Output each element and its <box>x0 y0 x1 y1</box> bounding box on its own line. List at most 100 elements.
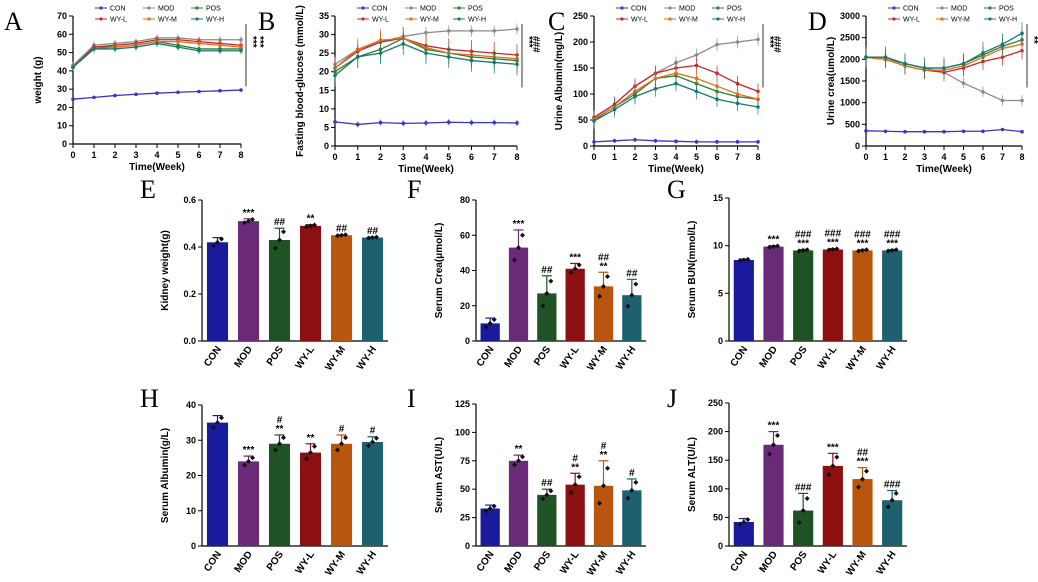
data-point <box>343 232 348 238</box>
bar <box>537 494 557 546</box>
bar <box>593 286 614 341</box>
data-point <box>277 441 282 447</box>
data-point <box>735 40 740 44</box>
category-label: POS <box>265 344 286 368</box>
data-point <box>834 246 840 252</box>
panel-label: H <box>140 384 159 413</box>
bar <box>361 442 384 546</box>
data-point <box>197 48 201 53</box>
category-label: WY-M <box>323 344 348 373</box>
sig-label: *** <box>857 457 869 468</box>
legend-entry: WY-H <box>999 17 1017 24</box>
sig-label: ### <box>824 229 841 240</box>
bar <box>237 461 260 546</box>
data-point <box>333 73 337 78</box>
legend-entry: WY-M <box>679 17 698 24</box>
legend-marker <box>620 17 624 21</box>
y-tick-label: 20 <box>460 301 470 311</box>
data-point <box>961 129 966 134</box>
data-point <box>653 87 658 91</box>
data-point <box>492 29 497 33</box>
category-label: WY-L <box>558 549 581 576</box>
x-tick-label: 1 <box>883 152 888 162</box>
bar-group-WY-M: ***### WY-M <box>844 229 873 373</box>
sig-label: ## <box>336 224 348 235</box>
data-point <box>239 48 243 53</box>
y-tick-label: 200 <box>708 427 723 437</box>
bar <box>565 484 585 546</box>
legend-marker <box>668 6 672 10</box>
data-point <box>572 482 578 488</box>
bar-group-WY-H: # WY-H <box>614 468 642 577</box>
data-point <box>903 61 907 66</box>
data-point <box>487 506 493 512</box>
y-tick-label: 5 <box>718 288 723 298</box>
data-point <box>219 236 224 242</box>
data-point <box>771 442 776 448</box>
y-axis-label: Serum Crea(μmol/L) <box>434 223 445 319</box>
sig-label: # <box>370 426 376 437</box>
bar-group-POS: ## POS <box>265 217 291 368</box>
category-label: WY-H <box>875 344 899 372</box>
y-tick-label: 15 <box>713 193 723 203</box>
sig-label: *** <box>513 219 525 230</box>
panel-label: G <box>667 175 686 204</box>
series-WY-H <box>71 39 243 71</box>
bar-group-CON: CON <box>475 503 500 574</box>
sig-label: *** <box>569 252 581 263</box>
data-point <box>889 247 895 253</box>
data-point <box>176 45 180 49</box>
bar-chart-F: F 0 20 40 60 80 Serum Crea(μmol/L) CON *** MOD ## P… <box>407 175 646 373</box>
legend-entry: WY-H <box>468 17 486 24</box>
sig-label: ## <box>857 448 869 459</box>
sig-label: ** <box>571 462 579 473</box>
series-CON <box>71 88 243 101</box>
data-point <box>312 222 317 228</box>
data-point <box>544 290 550 296</box>
x-tick-label: 6 <box>714 152 719 162</box>
y-tick-label: 0 <box>855 141 860 151</box>
data-point <box>218 48 222 53</box>
y-tick-label: 1000 <box>840 98 860 108</box>
category-label: POS <box>788 344 809 368</box>
x-tick-label: 0 <box>70 150 75 160</box>
data-point <box>281 229 286 235</box>
legend-marker <box>668 17 672 21</box>
data-point <box>597 293 602 299</box>
panel-label: B <box>258 7 275 36</box>
category-label: CON <box>475 549 497 574</box>
data-point <box>281 435 286 441</box>
data-point <box>176 39 180 44</box>
data-point <box>1000 42 1005 46</box>
bar <box>237 221 260 341</box>
y-tick-label: 0 <box>465 541 470 551</box>
category-label: WY-L <box>816 344 839 371</box>
y-tick-label: 250 <box>573 11 588 21</box>
sig-label: *** <box>243 445 255 456</box>
data-point <box>1020 31 1024 36</box>
data-point <box>343 435 348 441</box>
y-tick-label: 250 <box>708 398 723 408</box>
data-point <box>512 257 517 263</box>
bar-group-CON: CON <box>202 414 229 574</box>
legend-marker <box>457 6 461 10</box>
legend-marker <box>940 6 944 10</box>
bar <box>268 239 291 341</box>
data-point <box>830 463 836 469</box>
legend-entry: CON <box>903 6 919 13</box>
y-tick-label: 60 <box>57 29 67 39</box>
bar <box>299 225 322 341</box>
data-point <box>981 90 985 94</box>
y-tick-label: 0 <box>718 541 723 551</box>
data-point <box>469 58 474 63</box>
data-point <box>491 317 497 323</box>
y-tick-label: 5 <box>324 122 329 132</box>
category-label: MOD <box>758 549 780 574</box>
legend-marker <box>409 17 413 21</box>
data-point <box>312 443 317 449</box>
data-point <box>715 97 719 101</box>
data-point <box>715 84 719 88</box>
y-tick-label: 150 <box>708 455 723 465</box>
